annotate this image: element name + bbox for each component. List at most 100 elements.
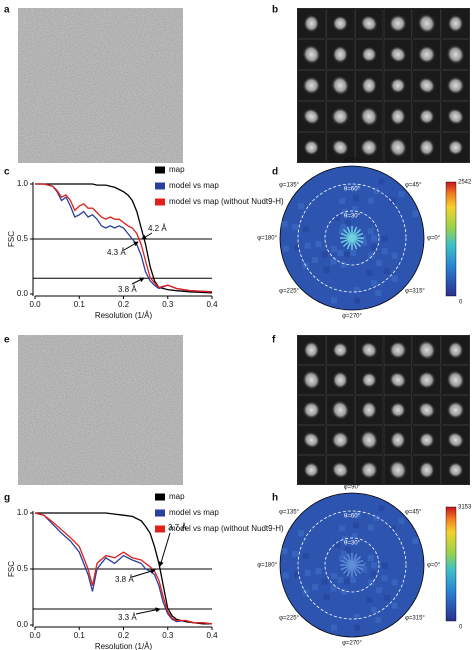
legend-swatch [155, 509, 165, 517]
x-tick-label: 0.1 [74, 631, 86, 640]
phi-label: φ=90° [344, 485, 361, 491]
polar-cell [376, 587, 383, 594]
class-blob [331, 139, 349, 156]
polar-cell [368, 252, 375, 259]
class-blob [389, 402, 406, 418]
polar-cell [315, 241, 322, 248]
class-blob [418, 432, 435, 448]
polar-cell [378, 178, 385, 185]
theta-label: θ=60° [344, 514, 361, 520]
class-blob [418, 461, 435, 479]
polar-cell [337, 577, 344, 584]
resolution-annotation: 3.7 Å [168, 523, 187, 532]
class-blob [331, 400, 350, 420]
polar-cell [312, 257, 319, 264]
class-blob [446, 431, 465, 449]
x-tick-label: 0.0 [29, 631, 41, 640]
arrow [131, 277, 145, 285]
polar-cell [391, 579, 398, 586]
class-blob [417, 45, 436, 64]
y-axis-label: FSC [7, 561, 16, 577]
polar-cell [282, 245, 289, 252]
fsc-line [35, 183, 213, 294]
class-blob [446, 44, 465, 65]
polar-cell [341, 535, 348, 542]
colorbar-label: 3153 [458, 505, 472, 511]
class-blob [359, 430, 379, 450]
colorbar [445, 181, 457, 297]
class-blob [332, 45, 349, 64]
fsc-line [35, 512, 212, 625]
y-tick-label: 0.5 [17, 234, 29, 243]
legend-label: map [169, 492, 185, 501]
polar-cell [378, 505, 385, 512]
fsc-line [35, 183, 213, 293]
phi-label: φ=315° [405, 616, 425, 622]
class-blob [446, 108, 465, 125]
polar-cell [293, 571, 300, 578]
panel-label: c [4, 167, 10, 178]
polar-cell [304, 242, 311, 249]
phi-label: φ=90° [344, 158, 361, 164]
colorbar [445, 506, 457, 622]
theta-circle [297, 183, 407, 293]
arrow [141, 232, 153, 240]
polar-cell [334, 214, 341, 221]
class-blob [302, 44, 321, 65]
class-blob [331, 107, 350, 126]
theta-circle [324, 537, 380, 593]
polar-cell [354, 511, 361, 518]
y-tick-label: 0.5 [17, 564, 29, 573]
arrow [135, 607, 161, 615]
colorbar-label: 2542 [458, 180, 472, 186]
theta-circle [324, 210, 380, 266]
x-axis-label: Resolution (1/Å) [95, 311, 153, 320]
resolution-annotation: 4.3 Å [107, 248, 126, 257]
legend-swatch [155, 525, 165, 533]
polar-cell [337, 250, 344, 257]
class-blob [418, 77, 436, 94]
y-tick-label: 0.0 [17, 620, 29, 629]
polar-cell [398, 191, 405, 198]
polar-cell [312, 584, 319, 591]
polar-cell [344, 219, 351, 226]
polar-cell [330, 258, 337, 265]
phi-label: φ=45° [405, 510, 422, 516]
polar-cell [366, 269, 373, 276]
panel-label: h [272, 493, 278, 504]
fsc-line [34, 512, 213, 625]
panel-label: e [4, 335, 10, 346]
x-tick-label: 0.2 [118, 300, 130, 309]
x-tick-label: 0.2 [118, 631, 130, 640]
polar-cell [361, 566, 368, 573]
phi-label: φ=225° [279, 289, 299, 295]
y-tick-label: 1.0 [17, 179, 29, 188]
polar-cell [367, 555, 374, 562]
polar-cell [370, 235, 377, 242]
class-blob [389, 371, 407, 389]
class-blob [332, 15, 349, 32]
class-blob [388, 460, 408, 480]
class-blob [447, 139, 464, 156]
polar-cell [391, 275, 398, 282]
polar-cell [331, 573, 338, 580]
polar-cell [331, 297, 338, 304]
polar-cell [391, 252, 398, 259]
legend-label: model vs map [169, 508, 219, 517]
polar-cell [381, 562, 388, 569]
polar-cell [340, 223, 347, 230]
class-blob [389, 431, 406, 449]
polar-cell [298, 203, 305, 210]
class-blob [447, 14, 464, 33]
class-blob [331, 75, 350, 96]
resolution-annotation: 3.8 Å [118, 285, 137, 294]
phi-label: φ=315° [405, 289, 425, 295]
polar-cell [367, 524, 374, 531]
y-tick-label: 0.0 [17, 289, 29, 298]
polar-cell [302, 553, 309, 560]
class-blob [303, 14, 320, 33]
polar-cell [391, 602, 398, 609]
class-blob [359, 106, 379, 127]
x-tick-label: 0.4 [206, 300, 218, 309]
polar-cell [384, 267, 391, 274]
